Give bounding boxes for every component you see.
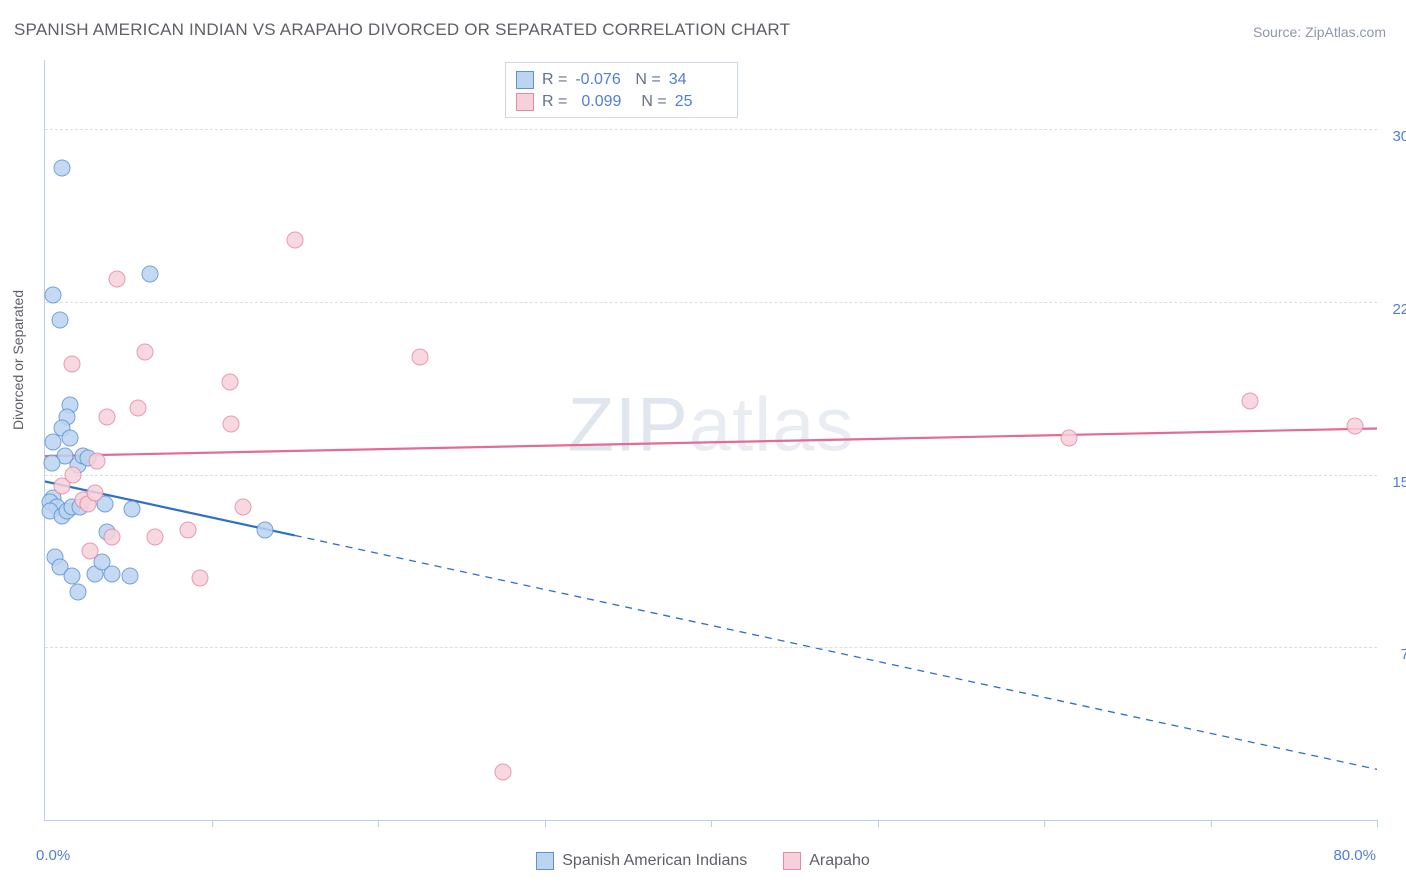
y-tick-label: 7.5%	[1381, 646, 1406, 663]
gridline	[45, 129, 1377, 130]
legend-swatch-series-1	[536, 852, 554, 870]
plot-area: ZIPatlas R = -0.076 N = 34 R = 0.099 N =…	[44, 60, 1377, 821]
source-attribution: Source: ZipAtlas.com	[1253, 24, 1386, 40]
chart-root: SPANISH AMERICAN INDIAN VS ARAPAHO DIVOR…	[0, 0, 1406, 892]
swatch-series-2	[516, 93, 534, 111]
y-axis-title: Divorced or Separated	[10, 290, 26, 430]
legend-item-series-2: Arapaho	[783, 852, 870, 870]
data-point	[146, 528, 163, 545]
trend-lines-layer	[45, 60, 1377, 820]
data-point	[108, 270, 125, 287]
legend-label-series-1: Spanish American Indians	[562, 852, 747, 870]
data-point	[191, 570, 208, 587]
data-point	[53, 160, 70, 177]
data-point	[123, 501, 140, 518]
data-point	[103, 528, 120, 545]
legend-item-series-1: Spanish American Indians	[536, 852, 747, 870]
gridline	[45, 647, 1377, 648]
stats-row-series-1: R = -0.076 N = 34	[516, 69, 727, 91]
x-tick	[1044, 820, 1045, 827]
data-point	[81, 542, 98, 559]
data-point	[63, 567, 80, 584]
x-tick	[212, 820, 213, 827]
y-tick-label: 22.5%	[1381, 301, 1406, 318]
data-point	[51, 312, 68, 329]
data-point	[98, 408, 115, 425]
data-point	[256, 521, 273, 538]
legend-label-series-2: Arapaho	[809, 852, 870, 870]
stats-legend: R = -0.076 N = 34 R = 0.099 N = 25	[505, 62, 738, 118]
bottom-legend: Spanish American Indians Arapaho	[0, 852, 1406, 870]
data-point	[235, 498, 252, 515]
x-tick	[711, 820, 712, 827]
data-point	[1242, 392, 1259, 409]
n-value-series-2: 25	[675, 91, 727, 113]
legend-swatch-series-2	[783, 852, 801, 870]
data-point	[130, 399, 147, 416]
swatch-series-1	[516, 71, 534, 89]
data-point	[86, 484, 103, 501]
data-point	[88, 452, 105, 469]
data-point	[43, 455, 60, 472]
watermark: ZIPatlas	[568, 381, 855, 468]
data-point	[180, 521, 197, 538]
data-point	[45, 286, 62, 303]
data-point	[121, 567, 138, 584]
x-tick	[545, 820, 546, 827]
x-tick	[1377, 820, 1378, 827]
r-value-series-2: 0.099	[575, 91, 633, 113]
stats-row-series-2: R = 0.099 N = 25	[516, 91, 727, 113]
data-point	[494, 763, 511, 780]
data-point	[70, 584, 87, 601]
data-point	[223, 415, 240, 432]
gridline	[45, 475, 1377, 476]
data-point	[286, 231, 303, 248]
x-tick	[378, 820, 379, 827]
r-value-series-1: -0.076	[575, 69, 627, 91]
data-point	[61, 429, 78, 446]
y-tick-label: 30.0%	[1381, 128, 1406, 145]
y-tick-label: 15.0%	[1381, 474, 1406, 491]
data-point	[45, 434, 62, 451]
data-point	[103, 565, 120, 582]
x-tick	[878, 820, 879, 827]
data-point	[1347, 418, 1364, 435]
data-point	[65, 466, 82, 483]
data-point	[141, 266, 158, 283]
chart-title: SPANISH AMERICAN INDIAN VS ARAPAHO DIVOR…	[14, 20, 790, 40]
data-point	[63, 356, 80, 373]
data-point	[411, 349, 428, 366]
data-point	[221, 374, 238, 391]
gridline	[45, 302, 1377, 303]
x-tick	[1211, 820, 1212, 827]
data-point	[1060, 429, 1077, 446]
data-point	[136, 344, 153, 361]
n-value-series-1: 34	[669, 69, 721, 91]
